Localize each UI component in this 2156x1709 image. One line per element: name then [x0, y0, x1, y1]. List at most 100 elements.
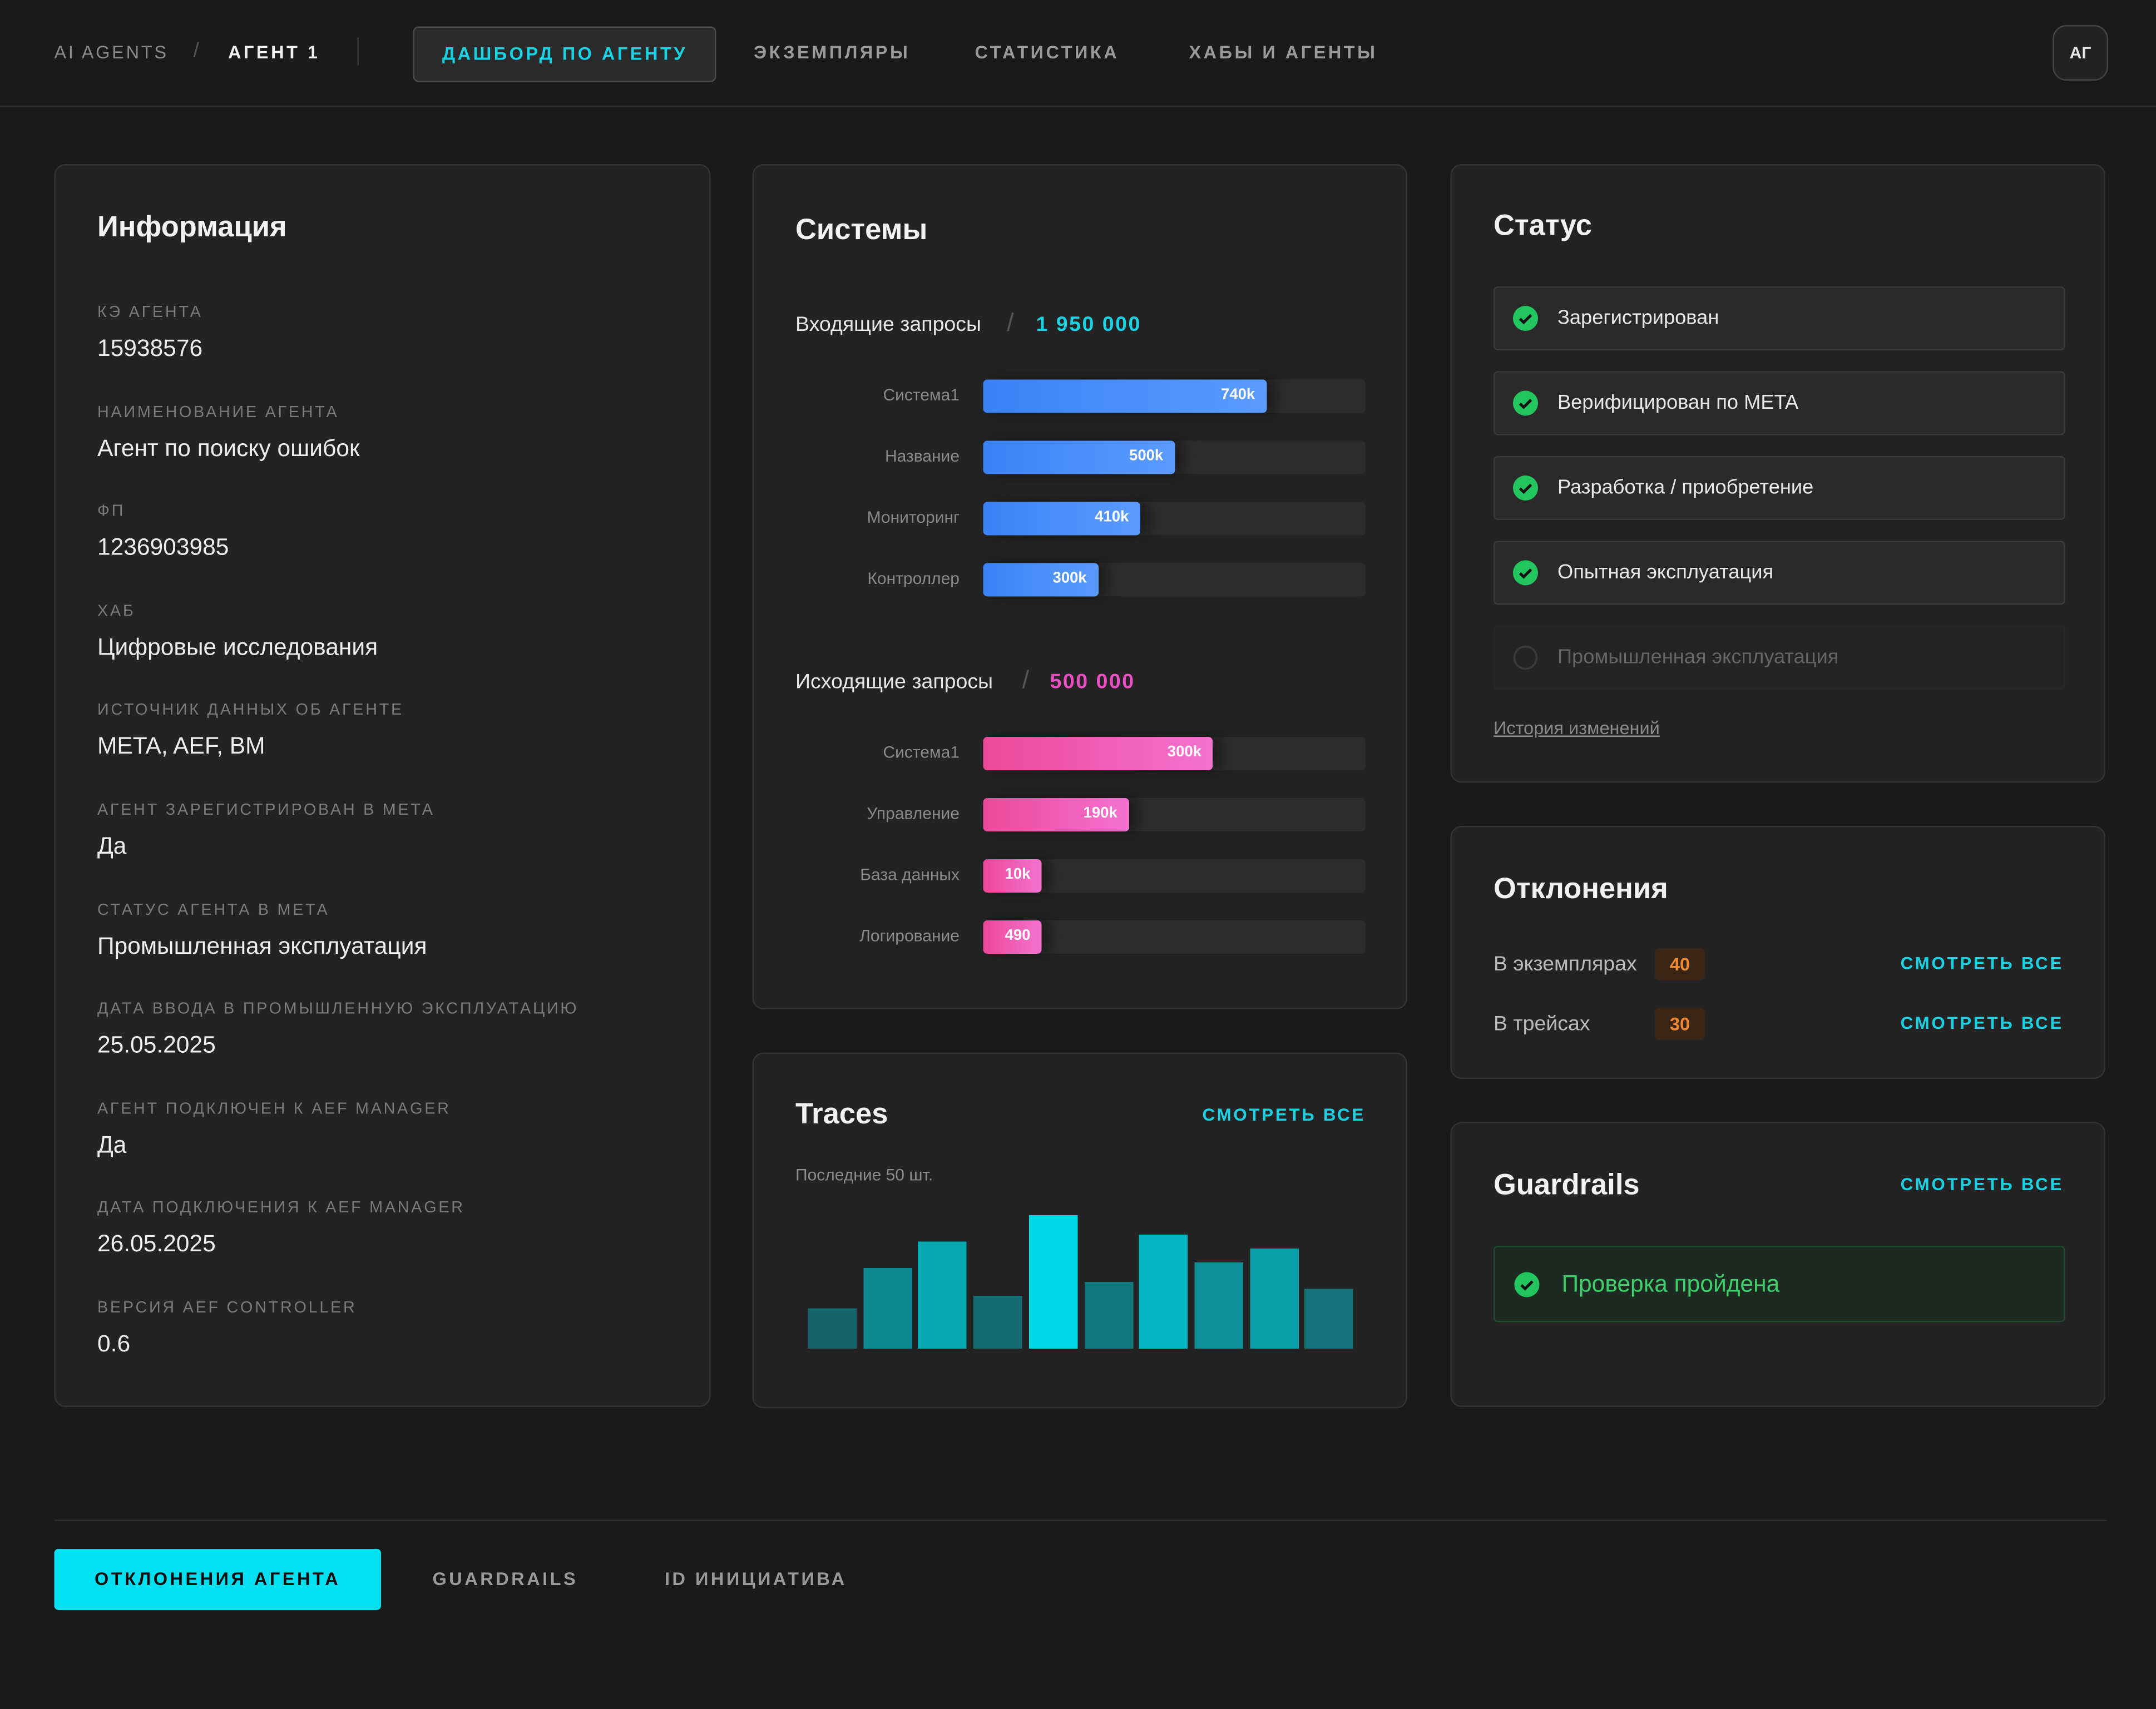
info-title: Информация [97, 211, 287, 244]
systems-card: Системы Входящие запросы / 1 950 000 Система… [752, 164, 1407, 1009]
bar-value: 740k [1221, 387, 1255, 403]
traces-subtitle: Последние 50 шт. [795, 1165, 933, 1185]
trace-bar [1194, 1262, 1243, 1349]
bottom-tab[interactable]: GUARDRAILS [432, 1568, 578, 1589]
status-history[interactable]: История изменений [1494, 717, 1660, 739]
bar: 10k [983, 859, 1042, 893]
bottom-divider [54, 1519, 2107, 1521]
field-value: Цифровые исследования [97, 633, 378, 660]
field-label: АГЕНТ ПОДКЛЮЧЕН К AEF MANAGER [97, 1101, 451, 1118]
field-label: ДАТА ВВОДА В ПРОМЫШЛЕННУЮ ЭКСПЛУАТАЦИЮ [97, 1001, 579, 1018]
guardrails-result: Проверка пройдена [1494, 1246, 2065, 1322]
guardrails-result-text: Проверка пройдена [1561, 1271, 1780, 1297]
check-icon [1513, 306, 1538, 331]
bar-label: Управление [867, 804, 960, 823]
check-icon [1514, 1272, 1540, 1297]
trace-bar [1084, 1282, 1133, 1349]
bar-value: 410k [1095, 509, 1129, 526]
status-item: Промышленная эксплуатация [1494, 626, 2065, 690]
group-total: 500 000 [1050, 670, 1135, 694]
group-name: Исходящие запросы [795, 670, 993, 694]
status-item: Верифицирован по META [1494, 371, 2065, 435]
check-icon [1513, 390, 1538, 416]
trace-bar [1028, 1215, 1077, 1349]
field-label: ДАТА ПОДКЛЮЧЕНИЯ К AEF MANAGER [97, 1200, 465, 1217]
info-card: Информация КЭ АГЕНТА 15938576 НАИМЕНОВАНИЕ … [54, 164, 711, 1407]
trace-bar [1249, 1249, 1298, 1349]
deviations-title: Отклонения [1494, 873, 1668, 905]
nav-tab[interactable]: СТАТИСТИКА [975, 42, 1120, 63]
bar: 490 [983, 920, 1042, 954]
field-value: 15938576 [97, 335, 203, 362]
status-card: Статус Зарегистрирован Верифицирован по ME… [1450, 164, 2105, 783]
status-item: Разработка / приобретение [1494, 456, 2065, 520]
deviation-count: 30 [1655, 1008, 1705, 1040]
bar-track [983, 859, 1366, 893]
field-label: ХАБ [97, 603, 136, 620]
breadcrumb-root[interactable]: AI AGENTS [54, 42, 169, 63]
trace-bar [1139, 1235, 1188, 1349]
bar-value: 300k [1052, 570, 1087, 587]
field-value: Агент по поиску ошибок [97, 434, 360, 461]
nav-tab[interactable]: ХАБЫ И АГЕНТЫ [1189, 42, 1378, 63]
bar-value: 300k [1167, 744, 1201, 761]
traces-title: Traces [795, 1098, 888, 1131]
guardrails-title: Guardrails [1494, 1169, 1640, 1202]
status-label: Зарегистрирован [1557, 307, 1719, 330]
bottom-tab[interactable]: ОТКЛОНЕНИЯ АГЕНТА [54, 1549, 381, 1610]
status-title: Статус [1494, 210, 1592, 242]
nav-tab[interactable]: ЭКЗЕМПЛЯРЫ [754, 42, 911, 63]
bottom-tab[interactable]: ID ИНИЦИАТИВА [665, 1568, 847, 1589]
pending-icon [1513, 645, 1538, 670]
bar: 500k [983, 440, 1175, 474]
status-item: Зарегистрирован [1494, 286, 2065, 350]
bar-value: 190k [1083, 805, 1117, 822]
guardrails-link[interactable]: СМОТРЕТЬ ВСЕ [1900, 1175, 2064, 1195]
bar-label: Логирование [859, 926, 960, 945]
bar-value: 490 [1005, 927, 1031, 944]
divider [357, 37, 359, 66]
group-name: Входящие запросы [795, 313, 981, 337]
field-value: 0.6 [97, 1330, 131, 1358]
field-value: Промышленная эксплуатация [97, 932, 427, 959]
bar: 300k [983, 563, 1098, 597]
field-label: СТАТУС АГЕНТА В МЕТА [97, 901, 330, 919]
bar-value: 10k [1005, 866, 1031, 883]
nav-tab[interactable]: ДАШБОРД ПО АГЕНТУ [413, 26, 717, 82]
trace-bar [973, 1296, 1022, 1349]
status-label: Разработка / приобретение [1557, 477, 1814, 499]
field-label: ИСТОЧНИК ДАННЫХ ОБ АГЕНТЕ [97, 702, 404, 720]
check-icon [1513, 560, 1538, 586]
group-total: 1 950 000 [1036, 313, 1141, 337]
bar-track [983, 920, 1366, 954]
deviation-link[interactable]: СМОТРЕТЬ ВСЕ [1900, 1013, 2064, 1033]
field-value: META, AEF, BM [97, 733, 265, 760]
field-label: АГЕНТ ЗАРЕГИСТРИРОВАН В МЕТА [97, 802, 435, 819]
bar: 740k [983, 379, 1267, 413]
bar: 190k [983, 798, 1129, 831]
status-label: Верифицирован по META [1557, 392, 1799, 414]
deviation-link[interactable]: СМОТРЕТЬ ВСЕ [1900, 954, 2064, 973]
field-label: КЭ АГЕНТА [97, 304, 203, 321]
field-value: 25.05.2025 [97, 1032, 216, 1058]
group-sep: / [1007, 309, 1014, 336]
deviation-label: В трейсах [1494, 1012, 1590, 1036]
bar: 410k [983, 502, 1140, 536]
avatar[interactable]: АГ [2053, 25, 2108, 81]
traces-card: Traces СМОТРЕТЬ ВСЕ Последние 50 шт. [752, 1052, 1407, 1409]
field-value: Да [97, 833, 127, 860]
bar-value: 500k [1129, 448, 1164, 464]
bar-label: Контроллер [867, 568, 960, 588]
field-value: 1236903985 [97, 534, 229, 561]
bar-label: База данных [860, 865, 960, 884]
bar-label: Название [884, 446, 960, 466]
bar-label: Мониторинг [867, 507, 960, 527]
trace-bar [1304, 1289, 1354, 1349]
status-label: Промышленная эксплуатация [1557, 646, 1839, 669]
breadcrumb-current: АГЕНТ 1 [228, 42, 320, 63]
header [0, 0, 2156, 107]
field-value: Да [97, 1131, 127, 1158]
traces-link[interactable]: СМОТРЕТЬ ВСЕ [1202, 1105, 1366, 1125]
deviation-label: В экземплярах [1494, 952, 1637, 977]
trace-bar [808, 1308, 857, 1349]
